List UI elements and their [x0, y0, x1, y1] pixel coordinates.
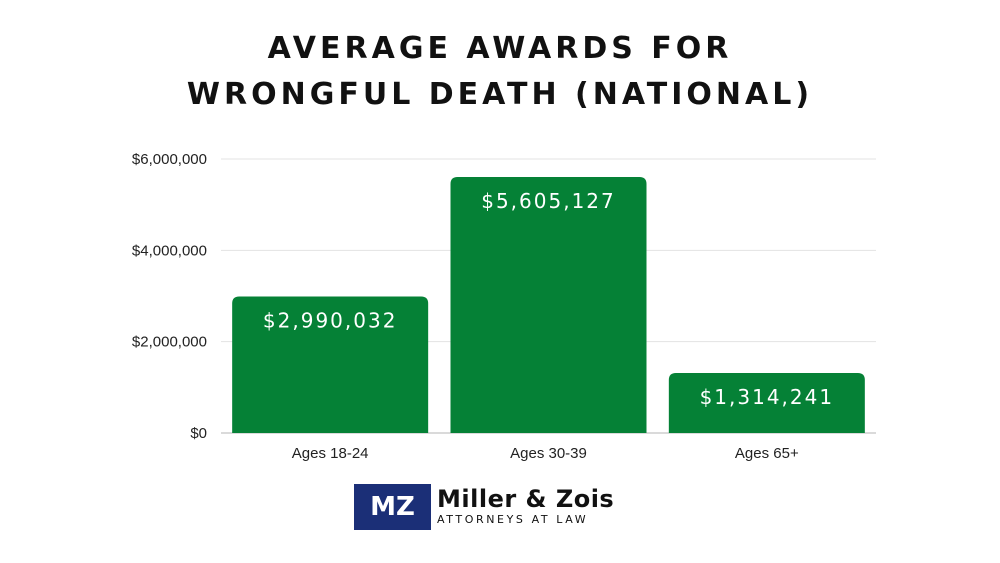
logo-text: Miller & Zois ATTORNEYS AT LAW	[437, 486, 614, 528]
bar-value-label: $5,605,127	[481, 189, 616, 213]
bar	[232, 296, 429, 433]
bar-value-label: $1,314,241	[700, 385, 835, 409]
y-tick-label: $0	[190, 425, 207, 442]
chart-title-line-1: AVERAGE AWARDS FOR	[267, 31, 733, 66]
y-tick-label: $2,000,000	[132, 334, 207, 351]
x-category-label: Ages 30-39	[510, 445, 587, 462]
bar	[668, 372, 865, 433]
firm-logo: MZ Miller & Zois ATTORNEYS AT LAW	[354, 484, 614, 530]
chart-title: AVERAGE AWARDS FOR WRONGFUL DEATH (NATIO…	[0, 26, 1000, 118]
y-tick-label: $4,000,000	[132, 242, 207, 259]
y-tick-label: $6,000,000	[132, 151, 207, 168]
x-category-label: Ages 18-24	[292, 445, 369, 462]
logo-tagline: ATTORNEYS AT LAW	[437, 513, 589, 526]
bar-value-label: $2,990,032	[263, 308, 398, 332]
chart-title-line-2: WRONGFUL DEATH (NATIONAL)	[186, 77, 814, 112]
x-category-label: Ages 65+	[735, 445, 799, 462]
logo-name: Miller & Zois	[437, 485, 615, 513]
bar	[450, 177, 647, 433]
logo-mark: MZ	[354, 484, 431, 530]
